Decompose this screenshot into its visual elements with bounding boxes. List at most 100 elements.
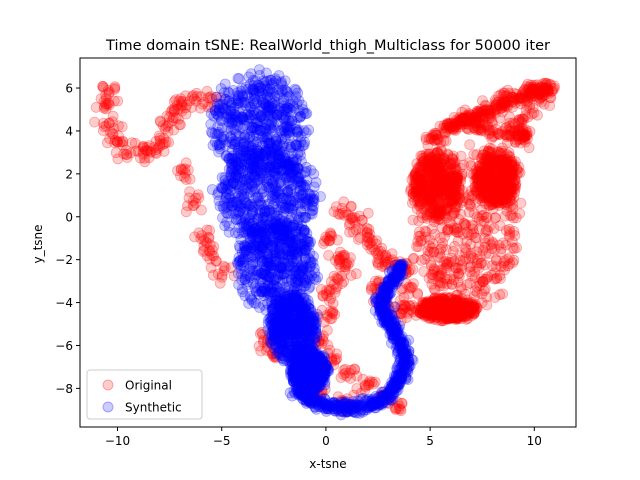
point-original [493, 239, 505, 251]
point-original [425, 257, 437, 269]
point-original [413, 230, 425, 242]
point-original [413, 241, 424, 253]
point-original [423, 272, 435, 284]
point-synthetic [257, 96, 269, 108]
point-original [443, 256, 455, 268]
point-original [440, 135, 452, 147]
point-original [495, 243, 507, 255]
point-synthetic [254, 150, 266, 162]
point-original [481, 159, 493, 171]
point-original [429, 178, 441, 189]
point-original [466, 190, 478, 202]
point-synthetic [270, 255, 282, 267]
point-synthetic [271, 108, 283, 120]
point-original [450, 180, 462, 192]
point-original [476, 257, 488, 269]
point-original [429, 185, 441, 197]
point-original [456, 197, 468, 209]
point-original [438, 168, 450, 180]
point-original [410, 181, 422, 193]
point-original [454, 162, 466, 174]
point-original [504, 210, 516, 222]
point-original [426, 223, 438, 235]
point-original [482, 190, 493, 202]
point-original [465, 229, 477, 241]
point-original [487, 238, 499, 250]
point-original [476, 210, 488, 222]
point-original [498, 257, 510, 269]
point-synthetic [238, 97, 249, 108]
point-original [255, 345, 267, 357]
point-original [419, 253, 431, 265]
point-original [448, 207, 460, 218]
point-original [505, 201, 517, 213]
point-original [494, 220, 506, 232]
point-synthetic [274, 124, 286, 136]
point-synthetic [307, 257, 319, 269]
point-original [452, 276, 464, 288]
point-original [476, 273, 488, 285]
point-synthetic [224, 153, 236, 165]
point-original [494, 269, 506, 281]
point-original [481, 121, 493, 133]
point-original [429, 228, 441, 240]
point-original [479, 259, 491, 271]
point-original [441, 273, 453, 285]
point-original [456, 284, 468, 295]
point-original [433, 187, 445, 199]
point-original [415, 189, 427, 201]
point-original [410, 179, 422, 191]
point-original [422, 245, 434, 257]
point-original [477, 178, 489, 190]
point-original [422, 165, 434, 177]
point-original [439, 296, 451, 308]
point-original [479, 241, 491, 253]
point-original [452, 268, 464, 280]
point-original [464, 277, 476, 289]
point-synthetic [215, 138, 227, 150]
point-original [490, 261, 502, 273]
point-synthetic [276, 86, 288, 98]
point-original [463, 229, 475, 241]
point-original [322, 339, 334, 351]
point-synthetic [213, 102, 225, 114]
point-original [499, 255, 511, 267]
point-original [459, 219, 471, 231]
point-original [476, 178, 488, 189]
point-original [117, 135, 129, 147]
point-original [481, 189, 493, 201]
point-original [447, 183, 459, 195]
point-original [447, 173, 459, 185]
point-original [505, 183, 517, 195]
point-synthetic [209, 128, 221, 140]
point-original [505, 195, 517, 207]
point-synthetic [220, 202, 232, 214]
point-original [463, 115, 475, 127]
point-original [507, 236, 518, 248]
point-original [433, 208, 445, 220]
point-original [407, 214, 419, 226]
point-original [476, 288, 488, 300]
point-original [458, 159, 469, 171]
point-original [218, 265, 230, 277]
point-original [482, 187, 494, 199]
point-original [466, 270, 478, 282]
point-original [453, 193, 465, 205]
point-original [424, 185, 435, 197]
point-original [451, 201, 463, 213]
point-original [457, 195, 469, 207]
point-original [507, 242, 519, 254]
point-synthetic [241, 182, 253, 194]
point-original [450, 262, 462, 274]
point-original [493, 185, 505, 197]
point-original [511, 242, 522, 254]
point-original [480, 273, 492, 285]
point-original [465, 248, 477, 259]
point-original [526, 108, 538, 120]
point-original [465, 260, 477, 272]
point-original [426, 268, 437, 280]
point-original [465, 160, 477, 172]
point-synthetic [303, 303, 315, 315]
point-original [433, 205, 444, 217]
